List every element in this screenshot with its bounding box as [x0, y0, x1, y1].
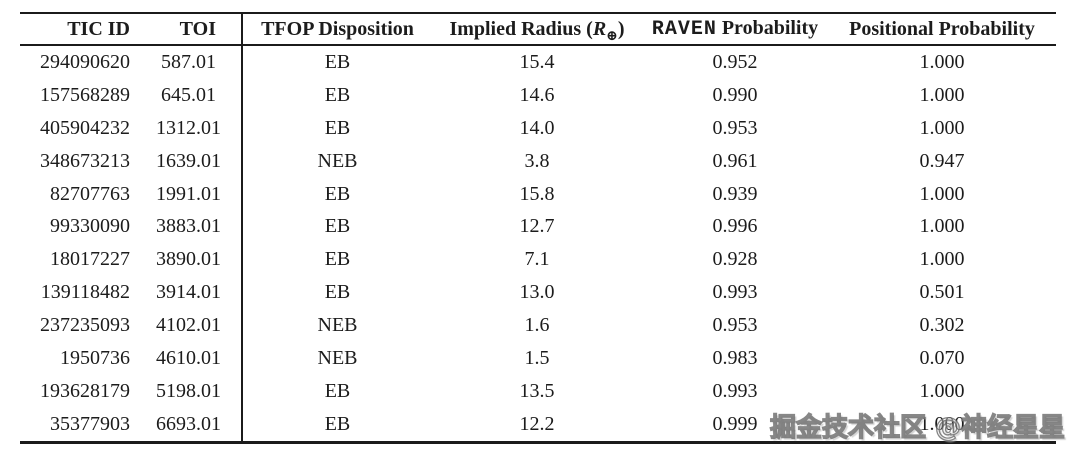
cell-implied-radius: 12.2 [519, 412, 555, 435]
cell-implied-radius: 1.5 [524, 346, 550, 369]
cell-raven-probability: 0.953 [712, 116, 758, 139]
cell-implied-radius: 13.5 [519, 379, 555, 402]
cell-toi: 1639.01 [156, 149, 221, 172]
implied-radius-prefix: Implied Radius ( [449, 17, 593, 40]
cell-toi: 3890.01 [156, 248, 221, 271]
cell-tic-id: 237235093 [40, 314, 130, 337]
cell-toi: 1312.01 [156, 116, 221, 139]
cell-tic-id: 405904232 [40, 116, 130, 139]
cell-toi: 5198.01 [156, 379, 221, 402]
cell-disposition: EB [241, 407, 432, 443]
cell-positional-probability: 0.947 [919, 149, 965, 172]
cell-positional-probability: 1.000 [919, 215, 965, 238]
col-header-implied-radius: Implied Radius (R⊕) [432, 13, 642, 46]
cell-positional-probability: 0.501 [919, 281, 965, 304]
cell-implied-radius: 13.0 [519, 281, 555, 304]
cell-toi: 4102.01 [156, 314, 221, 337]
cell-implied-radius: 14.6 [519, 83, 555, 106]
table-row: 18017227 3890.01 EB 7.1 0.928 1.000 [20, 243, 1056, 277]
table-row: 237235093 4102.01 NEB 1.6 0.953 0.302 [20, 309, 1056, 343]
cell-toi: 645.01 [161, 83, 216, 106]
cell-disposition: EB [241, 210, 432, 244]
cell-positional-probability: 1.000 [919, 50, 965, 73]
cell-raven-probability: 0.993 [712, 379, 758, 402]
cell-tic-id: 1950736 [60, 346, 130, 369]
cell-positional-probability: 1.000 [919, 182, 965, 205]
col-header-positional-probability: Positional Probability [828, 13, 1056, 46]
cell-disposition: NEB [241, 309, 432, 343]
cell-implied-radius: 14.0 [519, 116, 555, 139]
cell-positional-probability: 1.000 [919, 379, 965, 402]
cell-implied-radius: 15.8 [519, 182, 555, 205]
raven-probability-label: Probability [716, 17, 819, 39]
cell-raven-probability: 0.996 [712, 215, 758, 238]
cell-toi: 4610.01 [156, 346, 221, 369]
cell-raven-probability: 0.961 [712, 149, 758, 172]
disposition-table-wrap: TIC ID TOI TFOP Disposition Implied Radi… [20, 12, 1056, 444]
cell-implied-radius: 7.1 [524, 248, 550, 271]
table-row: 35377903 6693.01 EB 12.2 0.999 1.000 [20, 407, 1056, 443]
table-row: 82707763 1991.01 EB 15.8 0.939 1.000 [20, 177, 1056, 211]
cell-tic-id: 348673213 [40, 149, 130, 172]
cell-positional-probability: 0.070 [919, 346, 965, 369]
cell-raven-probability: 0.990 [712, 83, 758, 106]
cell-positional-probability: 1.000 [919, 116, 965, 139]
cell-disposition: EB [241, 276, 432, 310]
table-row: 1950736 4610.01 NEB 1.5 0.983 0.070 [20, 342, 1056, 375]
cell-disposition: EB [241, 111, 432, 145]
raven-label: RAVEN [651, 18, 717, 41]
cell-implied-radius: 15.4 [519, 50, 555, 73]
table-row: 139118482 3914.01 EB 13.0 0.993 0.501 [20, 276, 1056, 310]
cell-tic-id: 82707763 [50, 182, 130, 205]
cell-disposition: EB [241, 374, 432, 408]
cell-toi: 6693.01 [156, 412, 221, 435]
cell-tic-id: 139118482 [40, 281, 130, 304]
col-header-tic-id: TIC ID [20, 13, 156, 46]
cell-toi: 1991.01 [156, 182, 221, 205]
cell-tic-id: 294090620 [40, 50, 130, 73]
header-row: TIC ID TOI TFOP Disposition Implied Radi… [20, 13, 1056, 46]
cell-raven-probability: 0.952 [712, 50, 758, 73]
cell-tic-id: 35377903 [50, 412, 130, 435]
cell-implied-radius: 3.8 [524, 149, 550, 172]
table-row: 193628179 5198.01 EB 13.5 0.993 1.000 [20, 374, 1056, 408]
cell-positional-probability: 0.302 [919, 314, 965, 337]
cell-positional-probability: 1.000 [919, 83, 965, 106]
cell-raven-probability: 0.993 [712, 281, 758, 304]
radius-symbol: R [592, 17, 607, 40]
cell-toi: 3883.01 [156, 215, 221, 238]
cell-implied-radius: 12.7 [519, 215, 555, 238]
cell-disposition: EB [241, 45, 432, 79]
table-row: 348673213 1639.01 NEB 3.8 0.961 0.947 [20, 144, 1056, 178]
table-row: 405904232 1312.01 EB 14.0 0.953 1.000 [20, 111, 1056, 145]
cell-raven-probability: 0.939 [712, 182, 758, 205]
cell-disposition: NEB [241, 144, 432, 178]
table-row: 99330090 3883.01 EB 12.7 0.996 1.000 [20, 210, 1056, 244]
cell-positional-probability: 1.000 [919, 412, 965, 435]
cell-tic-id: 99330090 [50, 215, 130, 238]
table-row: 294090620 587.01 EB 15.4 0.952 1.000 [20, 45, 1056, 79]
cell-positional-probability: 1.000 [919, 248, 965, 271]
cell-raven-probability: 0.983 [712, 346, 758, 369]
cell-tic-id: 18017227 [50, 248, 130, 271]
cell-disposition: EB [241, 78, 432, 112]
col-header-raven-probability: RAVEN Probability [642, 13, 828, 46]
cell-raven-probability: 0.928 [712, 248, 758, 271]
cell-disposition: EB [241, 243, 432, 277]
cell-tic-id: 157568289 [40, 83, 130, 106]
cell-raven-probability: 0.999 [712, 412, 758, 435]
cell-disposition: NEB [241, 342, 432, 375]
cell-tic-id: 193628179 [40, 379, 130, 402]
col-header-tfop-disposition: TFOP Disposition [241, 13, 432, 46]
disposition-table: TIC ID TOI TFOP Disposition Implied Radi… [20, 12, 1056, 444]
cell-toi: 3914.01 [156, 281, 221, 304]
cell-implied-radius: 1.6 [524, 314, 550, 337]
implied-radius-suffix: ) [617, 17, 625, 40]
col-header-toi: TOI [156, 13, 242, 46]
cell-disposition: EB [241, 177, 432, 211]
cell-raven-probability: 0.953 [712, 314, 758, 337]
cell-toi: 587.01 [161, 50, 216, 73]
table-row: 157568289 645.01 EB 14.6 0.990 1.000 [20, 78, 1056, 112]
earth-symbol: ⊕ [606, 28, 618, 44]
